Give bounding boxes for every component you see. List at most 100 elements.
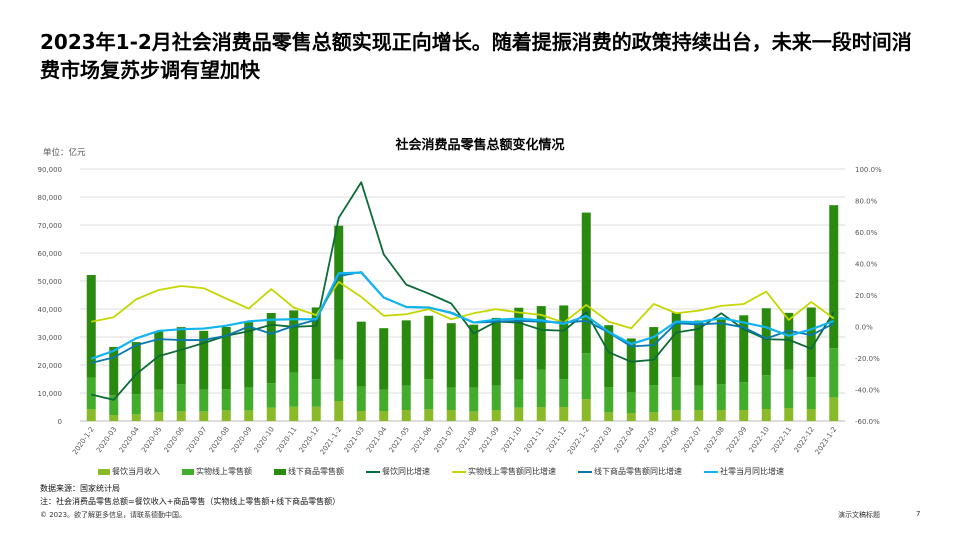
bar-offline (379, 328, 389, 390)
line-series-online-yoy (91, 281, 835, 330)
x-axis-tick-label: 2021-06 (410, 425, 434, 454)
bar-catering (446, 410, 456, 421)
bar-offline (694, 320, 704, 386)
x-axis-tick-label: 2020-1-2 (71, 426, 96, 457)
bar-offline (221, 327, 231, 390)
bar-online (154, 389, 164, 413)
bar-catering (559, 407, 569, 421)
right-axis-tick-label: 80.0% (855, 198, 878, 206)
unit-label: 单位：亿元 (43, 147, 86, 158)
bar-catering (154, 412, 164, 421)
legend-item: 实物线上零售额 (182, 466, 252, 477)
bar-catering (244, 410, 254, 421)
x-axis-tick-label: 2021-12 (545, 426, 568, 455)
left-axis-tick-label: 20,000 (38, 362, 63, 370)
right-axis-tick-label: 20.0% (855, 292, 878, 300)
bar-online (694, 385, 704, 411)
chart-legend: 餐饮当月收入 实物线上零售额 线下商品零售额 餐饮同比增速 实物线上零售额同比增速 线下商… (98, 466, 784, 477)
bar-catering (131, 414, 141, 421)
bar-offline (626, 338, 636, 393)
legend-swatch (274, 468, 286, 475)
right-axis-tick-label: -40.0% (855, 387, 880, 395)
legend-label: 餐饮同比增速 (382, 467, 430, 476)
bar-offline (289, 310, 299, 373)
x-axis-tick-label: 2021-09 (478, 426, 501, 455)
bar-online (334, 359, 344, 402)
legend-item: 实物线上零售额同比增速 (452, 466, 556, 477)
bar-online (311, 379, 321, 407)
legend-label: 餐饮当月收入 (112, 467, 160, 476)
legend-label: 线下商品零售额 (288, 467, 344, 476)
bar-offline (559, 305, 569, 380)
bar-offline (154, 331, 164, 390)
bar-online (559, 379, 569, 408)
x-axis-tick-label: 2021-11 (523, 426, 546, 455)
bar-offline (266, 312, 276, 384)
legend-item: 餐饮当月收入 (98, 466, 160, 477)
x-axis-tick-label: 2020-09 (230, 426, 253, 455)
x-axis-tick-label: 2021-07 (433, 426, 456, 455)
bar-offline (176, 327, 186, 385)
left-axis-tick-label: 0 (58, 418, 62, 426)
x-axis-tick-label: 2023-1-2 (814, 426, 839, 457)
bar-online (536, 369, 546, 408)
bar-catering (221, 410, 231, 421)
bar-online (289, 372, 299, 407)
bar-online (761, 375, 771, 410)
bar-catering (784, 408, 794, 421)
bar-online (806, 377, 816, 410)
bar-online (109, 395, 119, 416)
x-axis-tick-label: 2021-1-2 (319, 426, 344, 457)
legend-label: 线下商品零售额同比增速 (594, 467, 682, 476)
line-series-total-yoy (90, 271, 835, 360)
legend-swatch (98, 468, 110, 475)
bar-catering (671, 410, 681, 421)
bar-offline (514, 307, 524, 380)
right-axis-tick-label: 0.0% (855, 324, 873, 332)
x-axis-tick-label: 2021-03 (343, 426, 366, 455)
x-axis-tick-label: 2022-06 (658, 425, 682, 454)
bar-catering (176, 411, 186, 421)
bar-catering (334, 401, 344, 421)
x-axis-tick-label: 2020-03 (95, 426, 118, 455)
bar-online (199, 389, 209, 412)
x-axis-tick-label: 2020-05 (140, 426, 163, 455)
left-axis-tick-label: 70,000 (38, 222, 63, 230)
legend-label: 实物线上零售额同比增速 (468, 467, 556, 476)
bar-catering (379, 411, 389, 421)
x-axis-tick-label: 2020-04 (118, 425, 142, 454)
legend-swatch (704, 470, 718, 473)
bar-online (221, 389, 231, 411)
right-axis-tick-label: 100.0% (855, 166, 882, 174)
bar-offline (446, 323, 456, 388)
bar-online (424, 379, 434, 410)
legend-swatch (182, 468, 194, 475)
x-axis-tick-label: 2022-04 (613, 425, 637, 454)
x-axis-tick-label: 2020-06 (163, 425, 187, 454)
bar-catering (424, 409, 434, 421)
page-headline: 2023年1-2月社会消费品零售总额实现正向增长。随着提振消费的政策持续出台，未… (40, 30, 912, 82)
bar-offline (536, 306, 546, 370)
bar-online (401, 385, 411, 411)
right-axis-tick-label: 60.0% (855, 229, 878, 237)
formula-note: 注：社会消费品零售总额=餐饮收入+商品零售（实物线上零售额+线下商品零售额） (40, 497, 341, 506)
legend-item: 社零当月同比增速 (704, 466, 784, 477)
bar-catering (649, 412, 659, 421)
bar-offline (829, 205, 839, 349)
bar-offline (199, 330, 209, 390)
bar-catering (199, 411, 209, 421)
bar-offline (761, 308, 771, 376)
x-axis-tick-label: 2020-12 (298, 426, 321, 455)
bar-online (649, 385, 659, 413)
bar-catering (514, 407, 524, 421)
x-axis-tick-label: 2020-08 (208, 426, 231, 455)
bar-catering (716, 410, 726, 421)
bar-online (604, 387, 614, 413)
bar-offline (806, 307, 816, 378)
bar-offline (604, 325, 614, 388)
chart-title: 社会消费品零售总额变化情况 (394, 137, 564, 153)
legend-label: 社零当月同比增速 (720, 467, 784, 476)
bar-offline (424, 315, 434, 380)
bar-online (266, 383, 276, 408)
bar-offline (671, 312, 681, 378)
